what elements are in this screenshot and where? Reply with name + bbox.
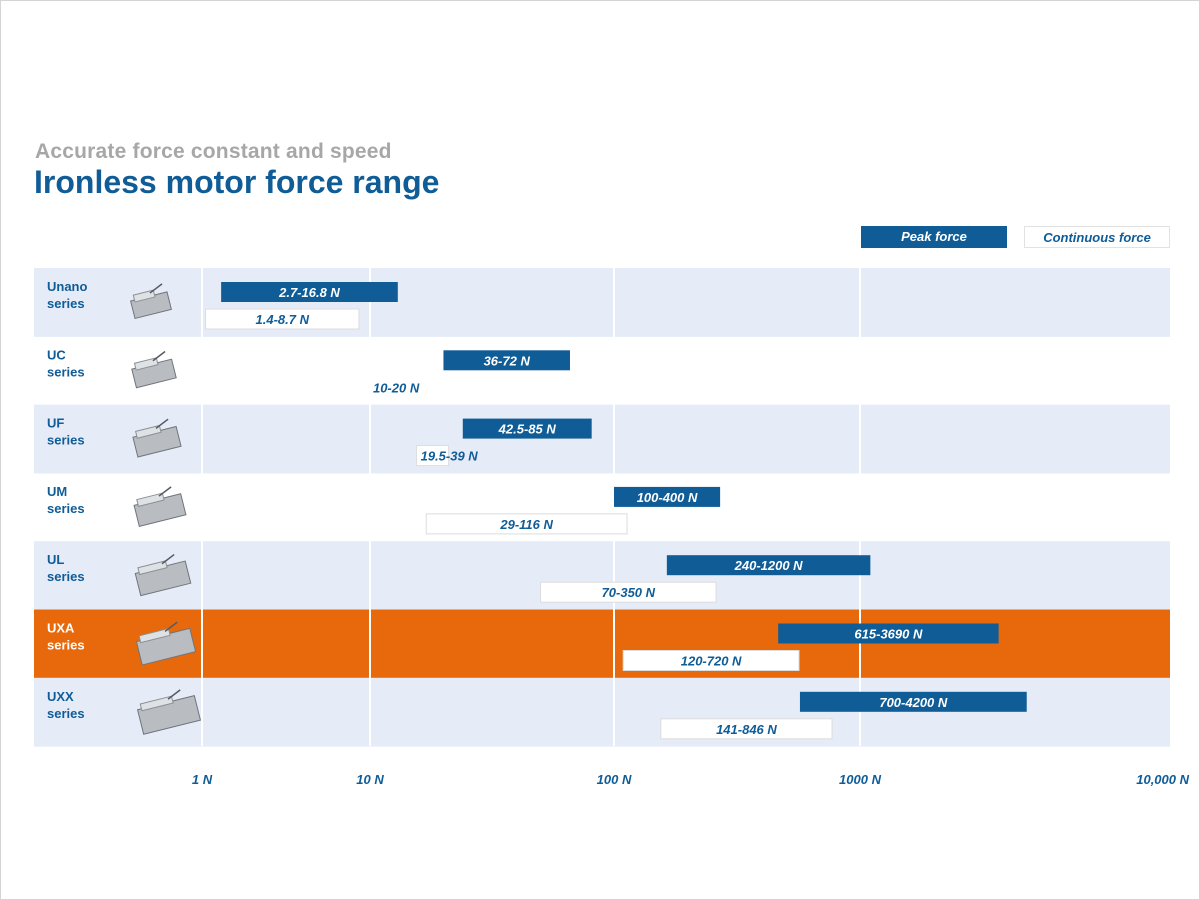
peak-force-label: 42.5-85 N — [498, 422, 557, 437]
peak-force-bar — [221, 282, 398, 302]
category-label: UL — [47, 552, 64, 567]
x-tick-label: 10 N — [356, 772, 384, 787]
x-tick-label: 100 N — [597, 772, 632, 787]
motor-icon — [132, 418, 182, 458]
row-band — [34, 609, 1170, 679]
peak-force-label: 100-400 N — [637, 490, 698, 505]
row-band — [34, 268, 1170, 337]
continuous-force-label: 29-116 N — [499, 517, 553, 532]
continuous-force-label: 10-20 N — [373, 380, 420, 395]
x-tick-label: 10,000 N — [1136, 772, 1189, 787]
continuous-force-label: 19.5-39 N — [421, 449, 479, 464]
peak-force-bar — [443, 350, 570, 371]
peak-force-label: 615-3690 N — [854, 627, 923, 642]
legend-peak-force: Peak force — [861, 226, 1007, 248]
motor-icon — [134, 553, 192, 597]
chart-title: Ironless motor force range — [34, 164, 440, 200]
continuous-force-label: 120-720 N — [681, 654, 742, 669]
category-suffix: series — [47, 706, 85, 721]
chart-subtitle: Accurate force constant and speed — [35, 140, 392, 163]
peak-force-label: 36-72 N — [484, 353, 531, 368]
category-label: UXX — [47, 689, 74, 704]
category-label: UXA — [47, 621, 75, 636]
continuous-force-label: 70-350 N — [602, 585, 656, 600]
peak-force-bar — [799, 691, 1027, 712]
motor-icon — [133, 486, 187, 527]
peak-force-label: 700-4200 N — [879, 695, 948, 710]
row-band — [34, 404, 1170, 474]
category-label: UF — [47, 416, 64, 431]
category-label: UM — [47, 484, 67, 499]
peak-force-bar — [666, 555, 871, 576]
x-tick-label: 1 N — [192, 772, 213, 787]
category-suffix: series — [47, 433, 85, 448]
category-suffix: series — [47, 638, 85, 653]
legend-continuous-force: Continuous force — [1024, 226, 1170, 248]
row-band — [34, 677, 1170, 747]
continuous-force-bar — [205, 308, 360, 330]
continuous-force-label: 1.4-8.7 N — [256, 312, 310, 327]
peak-force-label: 240-1200 N — [734, 558, 804, 573]
motor-icon — [136, 689, 202, 735]
category-suffix: series — [47, 569, 85, 584]
motor-icon — [130, 283, 172, 320]
motor-icon — [135, 621, 197, 666]
continuous-force-bar — [622, 650, 800, 671]
category-suffix: series — [47, 364, 85, 379]
continuous-force-bar — [415, 445, 450, 467]
category-label: Unano — [47, 279, 88, 294]
peak-force-bar — [614, 486, 721, 507]
peak-force-bar — [462, 418, 592, 439]
category-label: UC — [47, 347, 66, 362]
continuous-force-bar — [425, 513, 628, 535]
peak-force-label: 2.7-16.8 N — [278, 285, 340, 300]
category-suffix: series — [47, 296, 85, 311]
peak-force-bar — [778, 623, 999, 644]
x-tick-label: 1000 N — [839, 772, 882, 787]
category-suffix: series — [47, 501, 85, 516]
continuous-force-bar — [660, 718, 833, 740]
continuous-force-bar — [540, 581, 717, 603]
motor-icon — [131, 350, 177, 389]
continuous-force-label: 141-846 N — [716, 722, 777, 737]
